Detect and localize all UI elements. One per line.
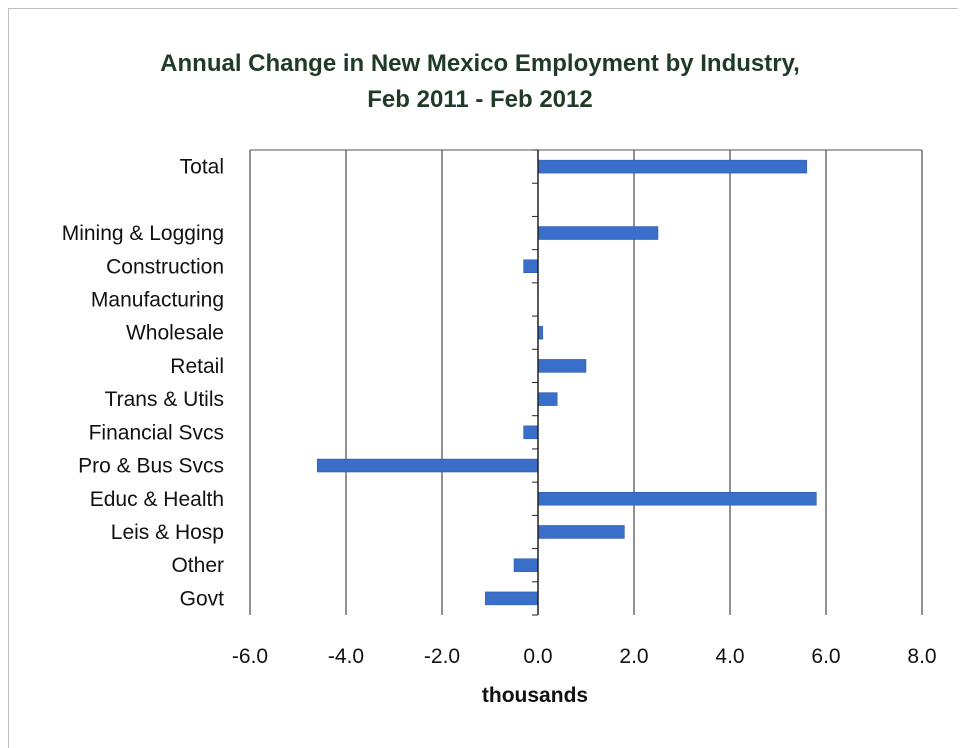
category-label: Construction	[106, 255, 224, 278]
category-label: Trans & Utils	[105, 388, 224, 411]
x-tick-label: 8.0	[907, 645, 936, 668]
bar	[484, 591, 539, 606]
x-tick-label: 2.0	[619, 645, 648, 668]
category-label: Wholesale	[126, 322, 224, 345]
bar	[523, 259, 539, 273]
bar	[537, 492, 817, 506]
bar	[537, 525, 625, 539]
category-label: Manufacturing	[91, 288, 224, 311]
x-tick-label: 4.0	[715, 645, 744, 668]
bar	[513, 558, 539, 572]
category-label: Leis & Hosp	[111, 521, 224, 544]
x-tick-label: -6.0	[232, 645, 268, 668]
bar	[537, 226, 659, 240]
bar	[537, 159, 808, 174]
bar	[316, 458, 539, 473]
x-tick-label: -4.0	[328, 645, 364, 668]
x-tick-label: 6.0	[811, 645, 840, 668]
category-label: Total	[180, 156, 224, 179]
bar	[537, 392, 558, 406]
x-tick-label: 0.0	[523, 645, 552, 668]
x-tick-label: -2.0	[424, 645, 460, 668]
x-axis-title: thousands	[482, 684, 588, 707]
category-label: Mining & Logging	[62, 222, 224, 245]
category-label: Educ & Health	[90, 488, 224, 511]
chart-title-line-1: Annual Change in New Mexico Employment b…	[160, 50, 800, 77]
chart-title-line-2: Feb 2011 - Feb 2012	[367, 86, 593, 113]
chart-frame	[8, 8, 958, 748]
category-label: Pro & Bus Svcs	[78, 455, 224, 478]
bar	[537, 359, 587, 373]
category-label: Other	[171, 554, 224, 577]
category-label: Govt	[180, 587, 225, 610]
bar	[523, 425, 539, 440]
category-label: Financial Svcs	[89, 421, 224, 444]
category-label: Retail	[170, 355, 224, 378]
